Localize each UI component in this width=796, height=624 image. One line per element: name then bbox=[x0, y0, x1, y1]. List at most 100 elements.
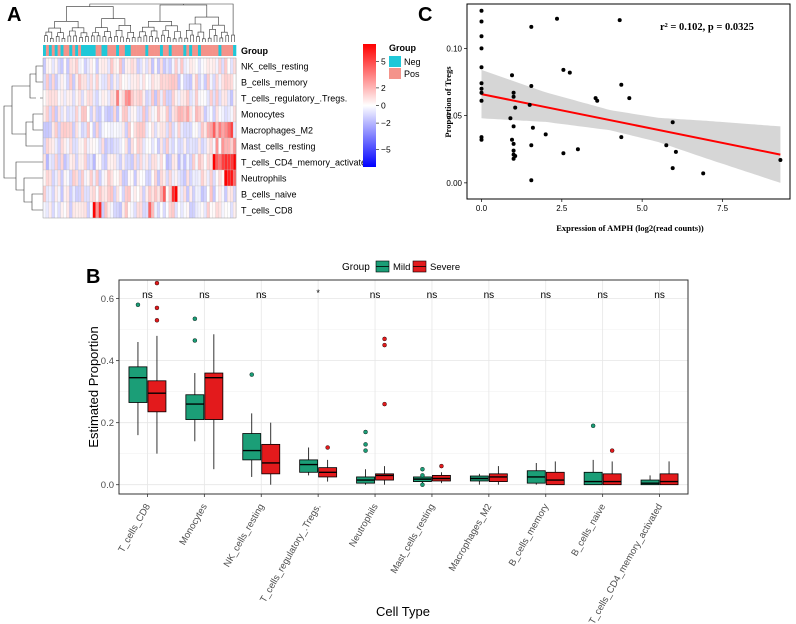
annotation-cell bbox=[174, 45, 178, 56]
heatmap-cell bbox=[162, 201, 167, 219]
heatmap-cell bbox=[66, 201, 70, 219]
heatmap-cell bbox=[60, 57, 64, 75]
heatmap-cell bbox=[177, 57, 181, 75]
heatmap-cell bbox=[224, 121, 228, 139]
heatmap-cell bbox=[159, 89, 164, 107]
row-label-nk-cells-resting: NK_cells_resting bbox=[241, 62, 309, 72]
heatmap-cell bbox=[118, 89, 123, 107]
heatmap-cell bbox=[95, 153, 99, 171]
scatter-point bbox=[511, 94, 516, 99]
heatmap-cell bbox=[121, 153, 126, 171]
heatmap-cell bbox=[203, 89, 208, 107]
group-legend-title: Group bbox=[389, 43, 416, 53]
heatmap-cell bbox=[63, 57, 67, 75]
heatmap-cell bbox=[215, 169, 219, 187]
heatmap-cell bbox=[121, 57, 126, 75]
heatmap-cell bbox=[63, 185, 67, 203]
heatmap-cell bbox=[212, 73, 216, 91]
heatmap-cell bbox=[145, 73, 149, 91]
annotation-cell bbox=[151, 45, 155, 56]
heatmap-cell bbox=[227, 105, 231, 123]
heatmap-cell bbox=[98, 73, 102, 91]
annotation-cell bbox=[89, 45, 94, 56]
heatmap-cell bbox=[200, 201, 205, 219]
heatmap-cell bbox=[130, 169, 135, 187]
heatmap-cell bbox=[194, 169, 199, 187]
heatmap-cell bbox=[104, 121, 108, 139]
scatter-point bbox=[627, 96, 632, 101]
boxplot-y-tick-label: 0.2 bbox=[101, 418, 114, 429]
heatmap-cell bbox=[124, 89, 129, 107]
heatmap-cell bbox=[92, 121, 97, 139]
heatmap-cell bbox=[42, 73, 47, 91]
heatmap-cell bbox=[80, 185, 85, 203]
heatmap-cell bbox=[92, 89, 97, 107]
scatter-point bbox=[508, 116, 513, 121]
heatmap-cell bbox=[89, 89, 94, 107]
heatmap-cells bbox=[42, 57, 237, 219]
heatmap-cell bbox=[165, 121, 170, 139]
heatmap-cell bbox=[42, 201, 47, 219]
heatmap-cell bbox=[75, 201, 79, 219]
heatmap-cell bbox=[192, 201, 196, 219]
heatmap-cell bbox=[224, 185, 228, 203]
annotation-cell bbox=[57, 45, 61, 56]
heatmap-cell bbox=[148, 89, 152, 107]
heatmap-cell bbox=[145, 169, 149, 187]
group-annotation-bar bbox=[43, 45, 237, 56]
scatter-point bbox=[511, 156, 516, 161]
heatmap-cell bbox=[54, 201, 59, 219]
heatmap-cell bbox=[127, 105, 132, 123]
heatmap-cell bbox=[98, 185, 102, 203]
annotation-cell bbox=[224, 45, 228, 56]
boxplot-legend-title: Group bbox=[342, 262, 370, 273]
heatmap-cell bbox=[171, 153, 176, 171]
heatmap-cell bbox=[83, 105, 88, 123]
heatmap-cell bbox=[186, 137, 190, 155]
scatter-point bbox=[555, 16, 559, 21]
heatmap-cell bbox=[75, 137, 79, 155]
heatmap-cell bbox=[121, 89, 126, 107]
heatmap-cell bbox=[113, 185, 117, 203]
heatmap-cell bbox=[151, 89, 155, 107]
heatmap-cell bbox=[180, 169, 184, 187]
heatmap-cell bbox=[192, 153, 196, 171]
heatmap-cell bbox=[209, 73, 214, 91]
heatmap-cell bbox=[186, 105, 190, 123]
legend-label-pos: Pos bbox=[404, 69, 420, 79]
heatmap-cell bbox=[162, 105, 167, 123]
heatmap-cell bbox=[165, 89, 170, 107]
heatmap-cell bbox=[227, 57, 231, 75]
heatmap-cell bbox=[133, 201, 137, 219]
annotation-cell bbox=[209, 45, 213, 56]
heatmap-cell bbox=[89, 57, 94, 75]
heatmap-cell bbox=[197, 153, 202, 171]
heatmap-cell bbox=[224, 105, 228, 123]
outlier-mild-b-cells-naive bbox=[590, 423, 596, 428]
heatmap-cell bbox=[95, 105, 99, 123]
heatmap-cell bbox=[209, 121, 214, 139]
heatmap-cell bbox=[197, 105, 202, 123]
heatmap-cell bbox=[110, 105, 114, 123]
heatmap-cell bbox=[197, 121, 202, 139]
heatmap-cell bbox=[156, 201, 161, 219]
heatmap-cell bbox=[118, 185, 123, 203]
heatmap-cell bbox=[121, 169, 126, 187]
heatmap-cell bbox=[48, 73, 53, 91]
heatmap-cell bbox=[180, 57, 184, 75]
heatmap-cell bbox=[197, 73, 202, 91]
heatmap-cell bbox=[153, 169, 158, 187]
heatmap-cell bbox=[107, 73, 111, 91]
heatmap-cell bbox=[230, 153, 234, 171]
annotation-cell bbox=[124, 45, 129, 56]
row-label-b-cells-naive: B_cells_naive bbox=[241, 190, 297, 200]
heatmap-cell bbox=[151, 185, 155, 203]
box-mild-t-cells-cd8 bbox=[128, 366, 148, 403]
annotation-cell bbox=[86, 45, 91, 56]
heatmap-cell bbox=[221, 169, 225, 187]
heatmap-cell bbox=[115, 153, 120, 171]
heatmap-cell bbox=[206, 169, 211, 187]
heatmap-cell bbox=[80, 153, 85, 171]
heatmap-cell bbox=[227, 137, 231, 155]
heatmap-cell bbox=[48, 201, 53, 219]
